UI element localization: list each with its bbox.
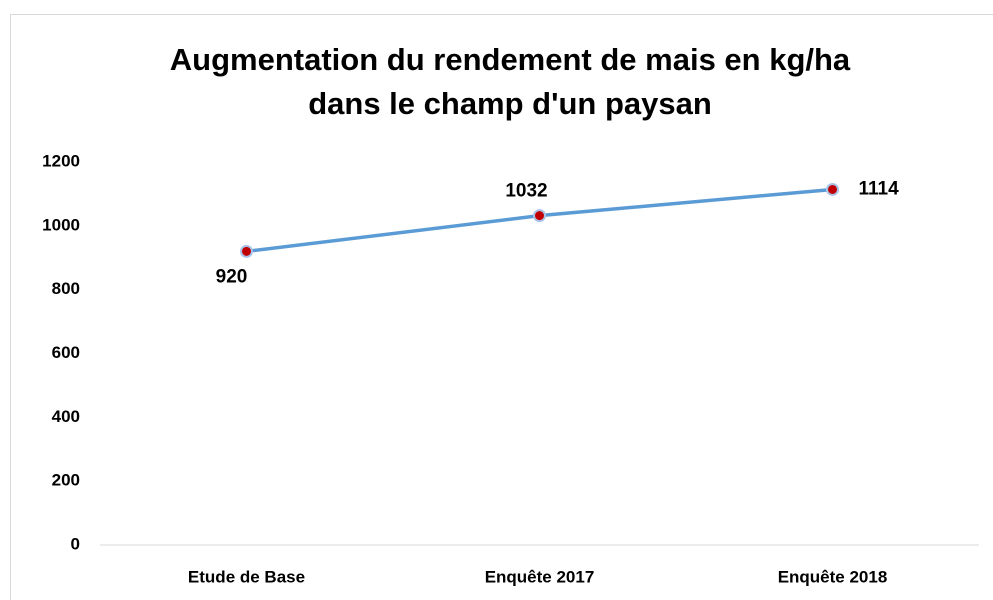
data-label: 1032 [505, 181, 547, 202]
chart-title: Augmentation du rendement de mais en kg/… [170, 42, 851, 77]
y-tick-label: 1000 [42, 215, 80, 234]
marker [240, 244, 253, 258]
y-tick-label: 1200 [42, 151, 80, 170]
marker [826, 182, 839, 196]
x-tick-label: Enquête 2017 [485, 567, 595, 586]
y-tick-label: 200 [52, 471, 80, 490]
chart-title: dans le champ d'un paysan [308, 86, 712, 121]
y-tick-label: 800 [52, 279, 80, 298]
data-label: 920 [216, 266, 248, 287]
data-label: 1114 [859, 178, 900, 199]
x-tick-label: Enquête 2018 [778, 567, 888, 586]
y-tick-label: 0 [71, 534, 80, 553]
x-tick-label: Etude de Base [188, 567, 305, 586]
y-tick-label: 600 [52, 343, 80, 362]
y-tick-label: 400 [52, 407, 80, 426]
marker [533, 209, 546, 223]
chart-border [10, 14, 993, 600]
